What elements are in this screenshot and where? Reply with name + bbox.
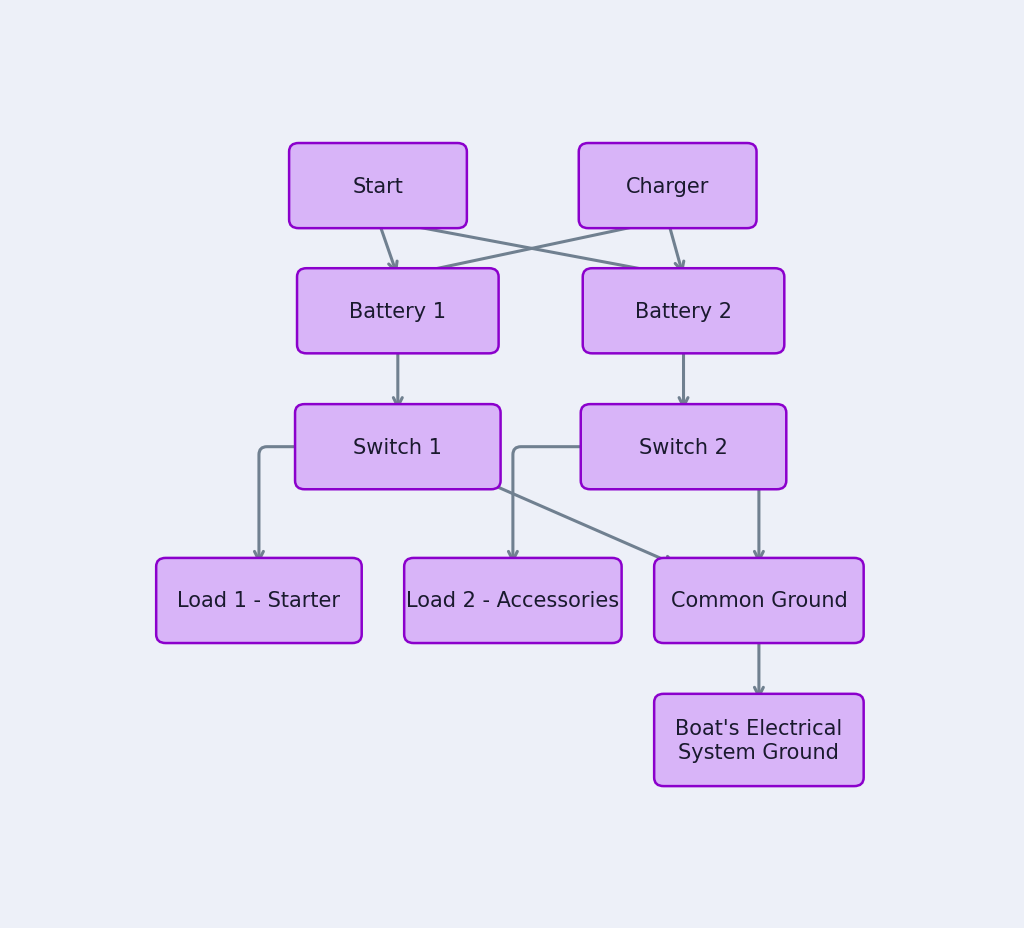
Text: Switch 1: Switch 1 <box>353 437 442 458</box>
FancyBboxPatch shape <box>295 405 501 490</box>
Text: Common Ground: Common Ground <box>671 591 847 611</box>
FancyBboxPatch shape <box>654 559 863 643</box>
Text: Battery 1: Battery 1 <box>349 302 446 321</box>
Text: Charger: Charger <box>626 176 710 197</box>
FancyBboxPatch shape <box>289 144 467 229</box>
Text: Switch 2: Switch 2 <box>639 437 728 458</box>
FancyBboxPatch shape <box>404 559 622 643</box>
Text: Load 1 - Starter: Load 1 - Starter <box>177 591 340 611</box>
FancyBboxPatch shape <box>157 559 361 643</box>
Text: Load 2 - Accessories: Load 2 - Accessories <box>407 591 620 611</box>
Text: Battery 2: Battery 2 <box>635 302 732 321</box>
Text: Start: Start <box>352 176 403 197</box>
FancyBboxPatch shape <box>583 269 784 354</box>
Text: Boat's Electrical
System Ground: Boat's Electrical System Ground <box>675 718 843 762</box>
FancyBboxPatch shape <box>654 694 863 786</box>
FancyBboxPatch shape <box>581 405 786 490</box>
FancyBboxPatch shape <box>297 269 499 354</box>
FancyBboxPatch shape <box>579 144 757 229</box>
